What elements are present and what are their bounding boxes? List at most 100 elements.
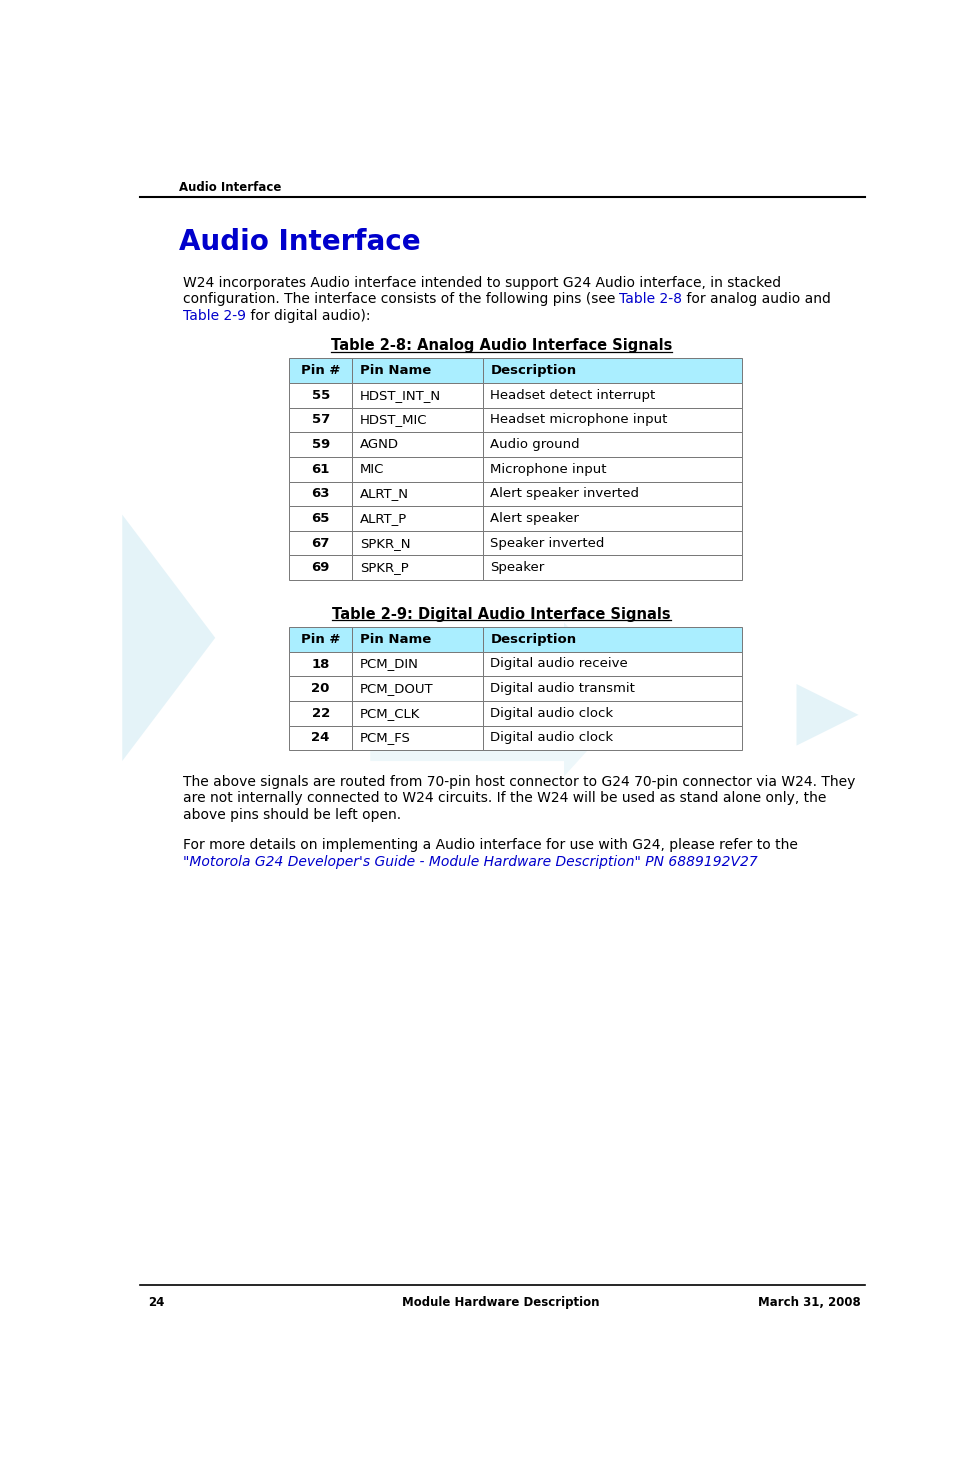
Text: are not internally connected to W24 circuits. If the W24 will be used as stand a: are not internally connected to W24 circ… — [183, 791, 826, 806]
Text: Headset microphone input: Headset microphone input — [489, 414, 667, 427]
Bar — [288, 652, 352, 677]
Text: SPKR_P: SPKR_P — [360, 562, 408, 575]
Text: Digital audio receive: Digital audio receive — [489, 658, 627, 671]
Text: The above signals are routed from 70-pin host connector to G24 70-pin connector : The above signals are routed from 70-pin… — [183, 774, 854, 789]
Bar — [352, 701, 482, 726]
Text: Alert speaker inverted: Alert speaker inverted — [489, 488, 639, 501]
Bar — [288, 531, 352, 556]
Text: Description: Description — [489, 364, 575, 377]
Bar — [352, 652, 482, 677]
Bar — [288, 627, 352, 652]
Text: Speaker inverted: Speaker inverted — [489, 537, 604, 550]
Bar — [482, 457, 742, 482]
Text: Table 2-9: Table 2-9 — [183, 309, 245, 324]
Bar — [482, 677, 742, 701]
Text: Pin Name: Pin Name — [360, 633, 431, 646]
Bar — [352, 677, 482, 701]
Bar — [288, 677, 352, 701]
Bar — [288, 432, 352, 457]
Bar — [288, 701, 352, 726]
Text: Microphone input: Microphone input — [489, 463, 607, 476]
Text: 20: 20 — [311, 683, 329, 695]
Text: PCM_DOUT: PCM_DOUT — [360, 683, 434, 695]
Bar — [352, 457, 482, 482]
Bar — [482, 652, 742, 677]
Text: 24: 24 — [311, 732, 329, 745]
Text: Speaker: Speaker — [489, 562, 544, 575]
Bar — [288, 383, 352, 408]
Text: W24 incorporates Audio interface intended to support G24 Audio interface, in sta: W24 incorporates Audio interface intende… — [183, 276, 780, 290]
Bar — [288, 457, 352, 482]
Text: above pins should be left open.: above pins should be left open. — [183, 808, 401, 822]
Bar — [352, 482, 482, 505]
Text: 63: 63 — [311, 488, 329, 501]
Text: PCM_CLK: PCM_CLK — [360, 706, 420, 720]
Bar — [352, 726, 482, 751]
Text: 18: 18 — [311, 658, 329, 671]
Text: MIC: MIC — [360, 463, 384, 476]
Bar — [482, 531, 742, 556]
Text: Pin Name: Pin Name — [360, 364, 431, 377]
Text: for digital audio):: for digital audio): — [245, 309, 370, 324]
Bar — [482, 627, 742, 652]
Bar — [352, 531, 482, 556]
Polygon shape — [795, 684, 858, 745]
Text: Pin #: Pin # — [301, 364, 340, 377]
Bar — [352, 556, 482, 579]
Text: 67: 67 — [311, 537, 329, 550]
Text: Audio Interface: Audio Interface — [179, 228, 420, 256]
Bar — [288, 726, 352, 751]
Text: 22: 22 — [312, 706, 329, 720]
Text: "Motorola G24 Developer's Guide - Module Hardware Description" PN 6889192V27: "Motorola G24 Developer's Guide - Module… — [183, 854, 756, 869]
Bar — [288, 482, 352, 505]
Text: Table 2-9: Digital Audio Interface Signals: Table 2-9: Digital Audio Interface Signa… — [331, 607, 670, 622]
Bar — [352, 408, 482, 432]
Bar — [482, 383, 742, 408]
Text: Description: Description — [489, 633, 575, 646]
Bar — [482, 408, 742, 432]
FancyArrow shape — [370, 622, 633, 776]
Text: Audio Interface: Audio Interface — [179, 182, 281, 194]
Text: Alert speaker: Alert speaker — [489, 511, 578, 525]
Bar — [288, 358, 352, 383]
Text: 55: 55 — [312, 389, 329, 402]
Bar — [482, 358, 742, 383]
Bar — [352, 383, 482, 408]
Text: PCM_FS: PCM_FS — [360, 732, 410, 745]
Text: PCM_DIN: PCM_DIN — [360, 658, 418, 671]
Text: configuration. The interface consists of the following pins (see: configuration. The interface consists of… — [183, 293, 618, 306]
Text: SPKR_N: SPKR_N — [360, 537, 410, 550]
Bar — [288, 408, 352, 432]
Bar — [288, 505, 352, 531]
Text: Pin #: Pin # — [301, 633, 340, 646]
Text: Audio ground: Audio ground — [489, 437, 579, 451]
Bar — [352, 432, 482, 457]
Text: Headset detect interrupt: Headset detect interrupt — [489, 389, 655, 402]
Text: ALRT_P: ALRT_P — [360, 511, 407, 525]
Text: Digital audio transmit: Digital audio transmit — [489, 683, 635, 695]
Bar — [482, 482, 742, 505]
Text: 59: 59 — [312, 437, 329, 451]
Text: 65: 65 — [311, 511, 329, 525]
Text: AGND: AGND — [360, 437, 399, 451]
Polygon shape — [122, 514, 215, 761]
Text: Module Hardware Description: Module Hardware Description — [403, 1296, 599, 1310]
Text: Table 2-8: Analog Audio Interface Signals: Table 2-8: Analog Audio Interface Signal… — [330, 338, 671, 353]
Bar — [352, 358, 482, 383]
Text: 57: 57 — [312, 414, 329, 427]
Text: HDST_INT_N: HDST_INT_N — [360, 389, 441, 402]
Bar — [482, 505, 742, 531]
Bar — [352, 627, 482, 652]
Text: HDST_MIC: HDST_MIC — [360, 414, 427, 427]
Bar — [482, 701, 742, 726]
Text: 24: 24 — [148, 1296, 164, 1310]
Text: ALRT_N: ALRT_N — [360, 488, 408, 501]
Bar — [482, 432, 742, 457]
Text: Digital audio clock: Digital audio clock — [489, 732, 613, 745]
Text: Table 2-8: Table 2-8 — [618, 293, 682, 306]
Text: 61: 61 — [311, 463, 329, 476]
Text: For more details on implementing a Audio interface for use with G24, please refe: For more details on implementing a Audio… — [183, 838, 797, 853]
Text: for analog audio and: for analog audio and — [682, 293, 830, 306]
Bar — [482, 726, 742, 751]
Bar — [352, 505, 482, 531]
